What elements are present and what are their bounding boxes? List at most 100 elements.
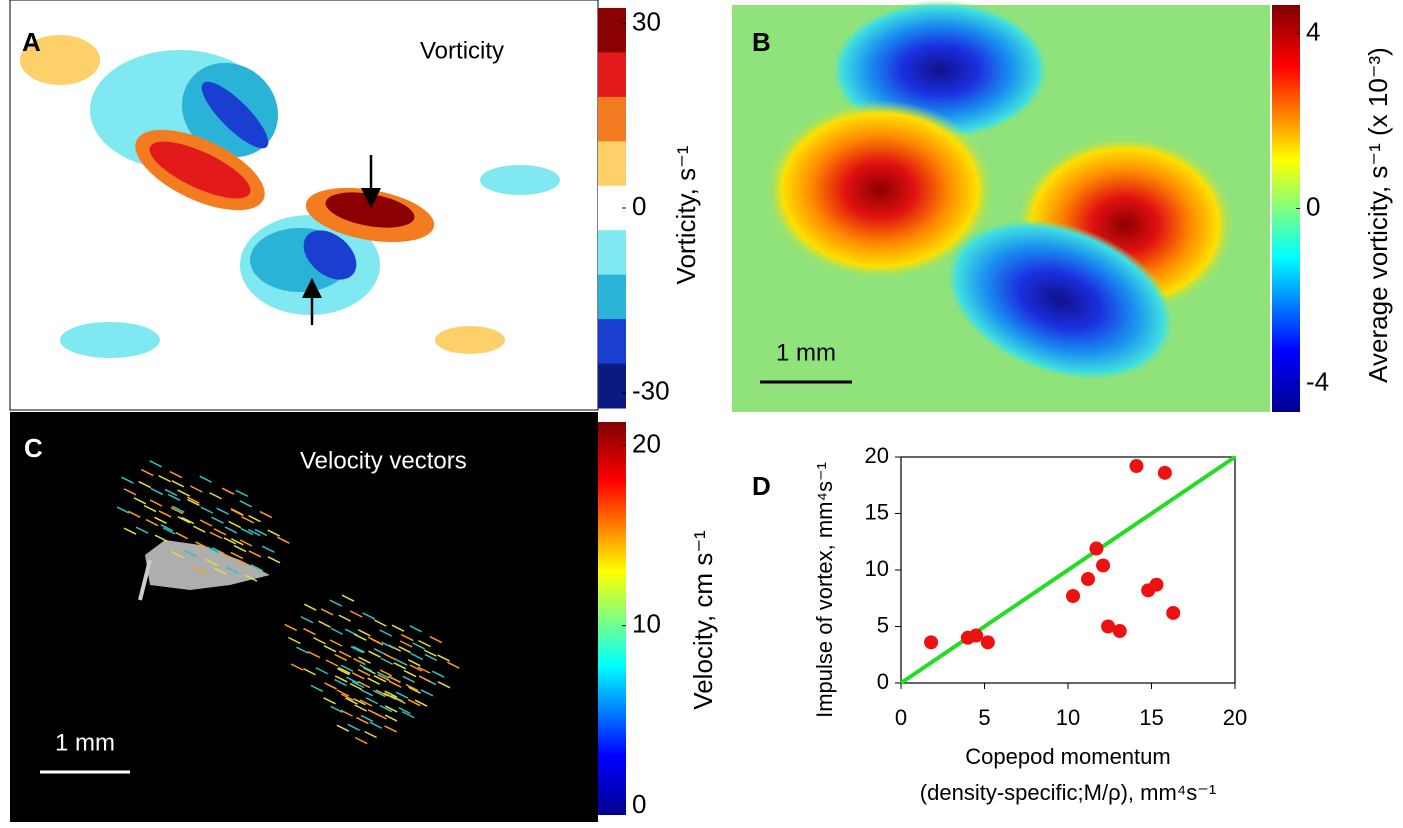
velocity-vector xyxy=(395,691,409,699)
velocity-vector xyxy=(360,689,374,697)
velocity-vector xyxy=(337,667,350,676)
velocity-vector xyxy=(127,510,141,519)
velocity-vector xyxy=(387,675,401,684)
velocity-vector xyxy=(175,532,189,540)
velocity-vector xyxy=(379,629,393,637)
velocity-vector xyxy=(240,527,254,536)
y-tick-label: 5 xyxy=(877,612,889,637)
velocity-vector xyxy=(200,506,214,514)
velocity-vector xyxy=(405,683,419,692)
y-tick-label: 15 xyxy=(865,499,889,524)
velocity-vector xyxy=(259,510,273,519)
velocity-vector xyxy=(171,480,185,488)
velocity-vector xyxy=(150,487,164,496)
x-tick-label: 20 xyxy=(1223,705,1247,730)
velocity-vector xyxy=(388,680,402,688)
velocity-vector xyxy=(437,681,451,689)
velocity-vector xyxy=(138,480,152,489)
velocity-vector xyxy=(409,625,423,633)
colorbar-title: Average vorticity, s⁻¹ (x 10⁻³) xyxy=(1363,47,1393,383)
velocity-vector xyxy=(338,666,351,675)
velocity-vector xyxy=(228,520,242,529)
data-point xyxy=(1089,541,1104,556)
velocity-vector xyxy=(307,650,321,659)
velocity-vector xyxy=(379,669,393,677)
colorbar-swatch xyxy=(598,363,626,409)
velocity-vector xyxy=(239,539,253,547)
velocity-vector xyxy=(384,725,397,733)
velocity-vector xyxy=(224,526,238,534)
velocity-vector xyxy=(338,650,352,658)
velocity-vector xyxy=(171,505,185,513)
velocity-vector xyxy=(398,645,412,654)
data-point xyxy=(1166,605,1181,620)
colorbar-gradient xyxy=(598,422,626,815)
velocity-vector xyxy=(418,675,432,683)
data-point xyxy=(1112,624,1127,639)
velocity-vector xyxy=(206,546,220,554)
data-point xyxy=(969,628,984,643)
velocity-vector xyxy=(248,550,262,558)
velocity-vector xyxy=(140,468,154,477)
velocity-vector xyxy=(164,488,178,497)
velocity-vector xyxy=(409,664,423,672)
velocity-vector xyxy=(284,623,298,632)
velocity-vector xyxy=(195,541,208,549)
velocity-vector xyxy=(340,664,354,672)
velocity-vector xyxy=(233,544,247,553)
velocity-vector xyxy=(408,686,421,694)
velocity-vector xyxy=(399,640,413,648)
velocity-vector xyxy=(187,498,200,507)
velocity-vector xyxy=(230,508,244,517)
velocity-vector xyxy=(330,627,344,635)
velocity-vector xyxy=(290,663,304,671)
velocity-vector xyxy=(375,689,389,697)
y-tick-label: 0 xyxy=(877,669,889,694)
velocity-vector xyxy=(310,684,324,693)
colorbar-swatch xyxy=(598,141,626,187)
velocity-vector xyxy=(359,699,373,707)
velocity-vector xyxy=(437,654,451,662)
velocity-vector xyxy=(340,709,353,717)
x-axis-label: Copepod momentum xyxy=(965,744,1170,769)
colorbar-tick-label: 20 xyxy=(632,428,661,458)
velocity-vector xyxy=(381,641,394,649)
velocity-vector xyxy=(351,680,365,689)
velocity-vector xyxy=(338,614,352,622)
colorbar-swatch xyxy=(598,52,626,98)
velocity-vector xyxy=(116,506,130,514)
colorbar-tick-label: 0 xyxy=(1306,191,1320,221)
velocity-vector xyxy=(367,709,381,717)
data-point xyxy=(980,635,995,650)
velocity-vector xyxy=(267,556,281,564)
velocity-vector xyxy=(230,551,244,560)
data-point xyxy=(924,635,939,650)
velocity-vector xyxy=(394,658,408,666)
velocity-vector xyxy=(360,714,374,723)
colorbar-gradient xyxy=(1272,5,1300,412)
velocity-vector xyxy=(364,730,377,739)
colorbar: 30 0 -30 xyxy=(598,6,670,409)
data-point xyxy=(1096,558,1111,573)
colorbar-title: Vorticity, s⁻¹ xyxy=(671,145,701,284)
velocity-vector xyxy=(323,697,336,705)
colorbar-tick-label: -30 xyxy=(632,375,670,405)
velocity-vector xyxy=(372,689,386,698)
velocity-vector xyxy=(276,536,290,544)
scale-bar-label: 1 mm xyxy=(55,729,115,756)
velocity-vector xyxy=(373,675,387,683)
velocity-vector xyxy=(143,504,157,513)
colorbar-tick-label: 10 xyxy=(632,609,661,639)
velocity-vector xyxy=(390,694,404,702)
velocity-vector xyxy=(351,672,365,680)
velocity-vector xyxy=(384,705,398,713)
velocity-vector xyxy=(391,624,405,632)
velocity-vector xyxy=(353,633,367,641)
velocity-vector xyxy=(230,538,244,546)
velocity-vector xyxy=(250,564,264,572)
velocity-vector xyxy=(313,637,326,645)
velocity-vector xyxy=(303,603,317,611)
velocity-vector xyxy=(315,667,329,675)
average-vorticity-image xyxy=(732,0,1270,412)
velocity-vector xyxy=(235,489,249,497)
